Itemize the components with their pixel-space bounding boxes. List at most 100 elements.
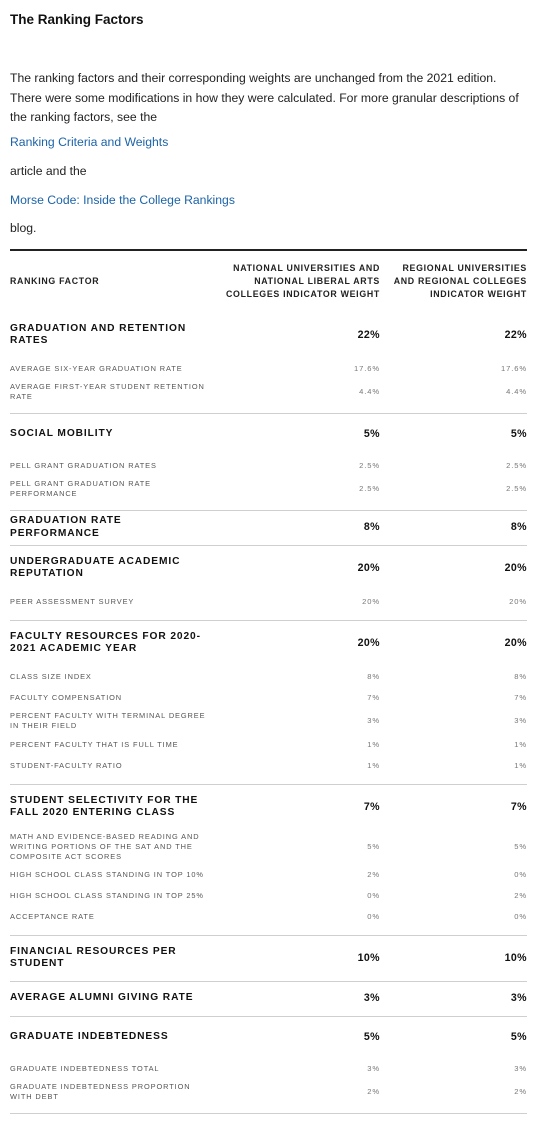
factor-national-weight: 20% (357, 637, 380, 649)
subfactor-row: STUDENT-FACULTY RATIO 1% 1% (10, 755, 527, 776)
factor-national-weight: 7% (363, 801, 380, 813)
subfactor-row: PEER ASSESSMENT SURVEY 20% 20% (10, 591, 527, 612)
factor-regional-weight: 5% (510, 428, 527, 440)
factor-national-weight: 8% (215, 510, 380, 546)
factor-name: FACULTY RESOURCES FOR 2020-2021 ACADEMIC… (10, 630, 201, 655)
subfactor-national-weight: 17.6% (353, 363, 380, 373)
subfactor-national-weight: 2.5% (359, 460, 380, 470)
factor-national-weight: 20% (357, 562, 380, 574)
subfactor-name: GRADUATE INDEBTEDNESS PROPORTION WITH DE… (10, 1082, 191, 1101)
subfactor-row: PELL GRANT GRADUATION RATE PERFORMANCE 2.… (10, 476, 527, 502)
factor-regional-weight: 22% (504, 328, 527, 341)
subfactor-row: GRADUATE INDEBTEDNESS TOTAL 3% 3% (10, 1058, 527, 1079)
subfactor-national-weight: 0% (367, 890, 380, 900)
total-row: TOTAL100%100% (10, 1113, 527, 1126)
subfactor-row: AVERAGE FIRST-YEAR STUDENT RETENTION RAT… (10, 379, 527, 405)
subfactor-national-weight: 0% (367, 911, 380, 921)
group-spacer (10, 612, 527, 621)
subfactor-regional-weight: 7% (514, 692, 527, 702)
subfactor-name: PELL GRANT GRADUATION RATE PERFORMANCE (10, 479, 151, 498)
subfactor-national-weight: 3% (367, 1063, 380, 1073)
group-divider (10, 502, 527, 511)
subfactor-national-weight: 2% (367, 1087, 380, 1096)
group-divider (10, 927, 527, 936)
factor-row: GRADUATE INDEBTEDNESS 5% 5% (10, 1016, 527, 1058)
factor-row: GRADUATION RATE PERFORMANCE 8% 8% (10, 510, 527, 546)
group-spacer (10, 502, 527, 511)
header-national-weight: NATIONAL UNIVERSITIES AND NATIONAL LIBER… (225, 263, 380, 299)
subfactor-national-weight: 8% (367, 671, 380, 681)
subfactor-national-weight: 1% (367, 760, 380, 770)
subfactor-row: HIGH SCHOOL CLASS STANDING IN TOP 10% 2% 0… (10, 864, 527, 885)
subfactor-row: CLASS SIZE INDEX 8% 8% (10, 666, 527, 687)
subfactor-national-weight: 2% (367, 869, 380, 879)
subfactor-name: MATH AND EVIDENCE-BASED READING AND WRIT… (10, 832, 200, 861)
subfactor-regional-weight: 17.6% (500, 363, 527, 373)
subfactor-regional-weight: 5% (514, 842, 527, 851)
subfactor-national-weight: 2.5% (359, 484, 380, 493)
intro-paragraph: The ranking factors and their correspond… (10, 71, 519, 124)
factor-regional-weight: 8% (380, 510, 527, 546)
group-spacer (10, 776, 527, 785)
subfactor-regional-weight: 2% (514, 890, 527, 900)
subfactor-regional-weight: 3% (514, 716, 527, 725)
subfactor-regional-weight: 3% (514, 1063, 527, 1073)
subfactor-row: PELL GRANT GRADUATION RATES 2.5% 2.5% (10, 455, 527, 476)
subfactor-national-weight: 7% (367, 692, 380, 702)
connector-text: article and the (10, 164, 87, 178)
factor-name: STUDENT SELECTIVITY FOR THE FALL 2020 EN… (10, 794, 199, 819)
group-divider (10, 612, 527, 621)
factor-regional-weight: 10% (380, 935, 527, 982)
subfactor-regional-weight: 1% (514, 760, 527, 770)
factor-name: AVERAGE ALUMNI GIVING RATE (10, 981, 215, 1017)
table-body: GRADUATION AND RETENTION RATES 22% 22% AVER… (10, 312, 527, 1126)
subfactor-regional-weight: 0% (514, 869, 527, 879)
subfactor-name: HIGH SCHOOL CLASS STANDING IN TOP 25% (10, 890, 204, 900)
factor-row: FACULTY RESOURCES FOR 2020-2021 ACADEMIC… (10, 620, 527, 666)
morse-code-blog-link[interactable]: Morse Code: Inside the College Rankings (10, 193, 235, 207)
subfactor-name: PEER ASSESSMENT SURVEY (10, 596, 135, 606)
subfactor-national-weight: 20% (362, 596, 380, 606)
subfactor-regional-weight: 20% (509, 596, 527, 606)
factor-row: GRADUATION AND RETENTION RATES 22% 22% (10, 312, 527, 358)
ranking-factors-table: RANKING FACTOR NATIONAL UNIVERSITIES AND… (10, 249, 527, 1126)
subfactor-national-weight: 4.4% (359, 387, 380, 396)
subfactor-name: PERCENT FACULTY WITH TERMINAL DEGREE IN … (10, 711, 206, 730)
subfactor-name: HIGH SCHOOL CLASS STANDING IN TOP 10% (10, 869, 204, 879)
header-ranking-factor: RANKING FACTOR (10, 276, 100, 286)
factor-name: UNDERGRADUATE ACADEMIC REPUTATION (10, 555, 181, 580)
subfactor-regional-weight: 2% (514, 1087, 527, 1096)
factor-national-weight: 5% (363, 428, 380, 440)
table-header-row: RANKING FACTOR NATIONAL UNIVERSITIES AND… (10, 250, 527, 312)
subfactor-name: GRADUATE INDEBTEDNESS TOTAL (10, 1063, 160, 1073)
total-regional-weight: 100% (380, 1113, 527, 1126)
subfactor-row: FACULTY COMPENSATION 7% 7% (10, 687, 527, 708)
subfactor-regional-weight: 0% (514, 911, 527, 921)
factor-row: UNDERGRADUATE ACADEMIC REPUTATION 20% 20% (10, 545, 527, 591)
subfactor-regional-weight: 4.4% (506, 387, 527, 396)
subfactor-regional-weight: 2.5% (506, 484, 527, 493)
header-regional-weight: REGIONAL UNIVERSITIES AND REGIONAL COLLE… (393, 263, 527, 299)
factor-national-weight: 22% (357, 328, 380, 341)
subfactor-regional-weight: 2.5% (506, 460, 527, 470)
subfactor-national-weight: 1% (367, 739, 380, 749)
subfactor-name: ACCEPTANCE RATE (10, 911, 95, 921)
subfactor-name: AVERAGE FIRST-YEAR STUDENT RETENTION RAT… (10, 382, 205, 401)
subfactor-row: GRADUATE INDEBTEDNESS PROPORTION WITH DE… (10, 1079, 527, 1105)
factor-regional-weight: 5% (510, 1031, 527, 1043)
total-national-weight: 100% (215, 1113, 380, 1126)
group-spacer (10, 1105, 527, 1114)
factor-national-weight: 3% (215, 981, 380, 1017)
closing-text: blog. (10, 221, 37, 235)
group-spacer (10, 927, 527, 936)
subfactor-name: PERCENT FACULTY THAT IS FULL TIME (10, 739, 179, 749)
factor-name: GRADUATION AND RETENTION RATES (10, 322, 187, 347)
subfactor-row: MATH AND EVIDENCE-BASED READING AND WRIT… (10, 830, 527, 864)
factor-name: SOCIAL MOBILITY (10, 428, 114, 439)
factor-regional-weight: 3% (380, 981, 527, 1017)
subfactor-name: CLASS SIZE INDEX (10, 671, 92, 681)
factor-name: FINANCIAL RESOURCES PER STUDENT (10, 935, 215, 982)
subfactor-name: FACULTY COMPENSATION (10, 692, 123, 702)
ranking-criteria-link[interactable]: Ranking Criteria and Weights (10, 135, 169, 149)
section-title: The Ranking Factors (10, 12, 144, 27)
